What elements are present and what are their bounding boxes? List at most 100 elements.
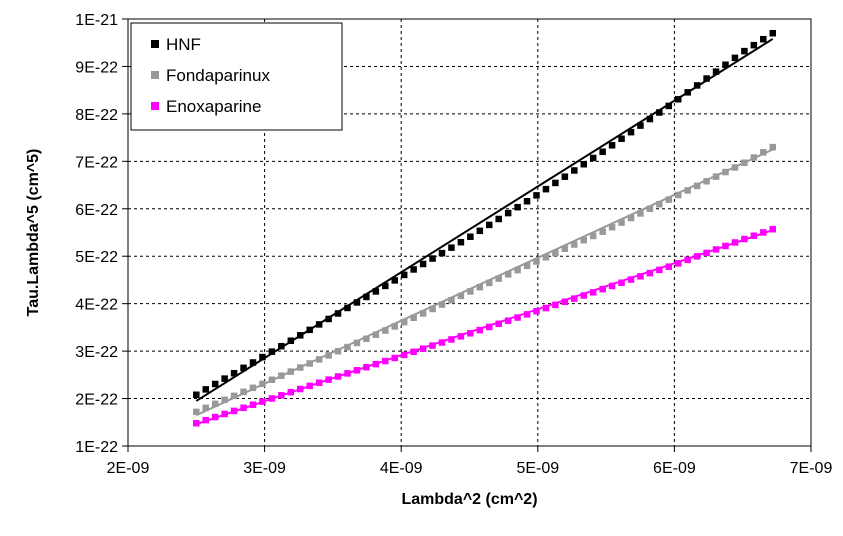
- data-point: [429, 305, 436, 313]
- data-point: [278, 392, 285, 399]
- data-point: [268, 376, 276, 384]
- data-point: [646, 269, 654, 277]
- data-point: [467, 330, 474, 337]
- data-point: [542, 185, 550, 193]
- data-point: [589, 289, 597, 296]
- data-point: [495, 320, 502, 328]
- data-point: [268, 395, 276, 402]
- data-point: [278, 372, 285, 379]
- data-point: [306, 360, 313, 367]
- data-point: [429, 255, 436, 262]
- data-point: [457, 333, 465, 340]
- data-point: [693, 182, 701, 190]
- data-point: [656, 266, 663, 274]
- data-point: [571, 241, 578, 248]
- data-point: [315, 321, 323, 328]
- y-axis-title: Tau.Lambda^5 (cm^5): [25, 149, 42, 317]
- data-point: [769, 143, 777, 151]
- data-point: [353, 339, 361, 347]
- data-point: [514, 314, 521, 321]
- data-point: [476, 227, 484, 235]
- data-point: [741, 159, 748, 167]
- data-point: [750, 154, 758, 161]
- data-point: [429, 342, 436, 349]
- data-point: [561, 245, 569, 253]
- data-point: [372, 360, 380, 368]
- series-fondaparinux: [193, 143, 777, 417]
- x-tick-label: 4E-09: [380, 460, 423, 477]
- data-point: [211, 380, 219, 388]
- y-tick-label: 6E-22: [75, 202, 118, 219]
- data-point: [240, 388, 247, 396]
- data-point: [268, 348, 276, 355]
- data-point: [760, 35, 767, 43]
- data-point: [675, 260, 682, 267]
- data-point: [249, 359, 257, 366]
- data-point: [684, 89, 691, 96]
- data-point: [297, 332, 304, 339]
- data-point: [325, 352, 332, 359]
- data-point: [665, 263, 673, 270]
- data-point: [542, 254, 550, 261]
- data-point: [646, 115, 654, 123]
- data-point: [391, 354, 399, 362]
- data-point: [731, 164, 739, 171]
- data-point: [675, 95, 682, 103]
- data-point: [495, 275, 502, 282]
- data-point: [618, 279, 625, 287]
- data-point: [297, 385, 304, 393]
- data-point: [448, 296, 455, 304]
- data-point: [391, 277, 399, 284]
- data-point: [589, 232, 597, 240]
- data-point: [533, 258, 540, 265]
- data-point: [221, 396, 228, 404]
- x-tick-label: 3E-09: [243, 460, 286, 477]
- data-point: [750, 41, 758, 49]
- data-point: [438, 249, 446, 257]
- data-point: [211, 400, 219, 408]
- data-point: [240, 364, 247, 372]
- data-point: [741, 47, 748, 55]
- x-tick-label: 7E-09: [790, 460, 833, 477]
- data-point: [542, 304, 550, 312]
- data-point: [467, 233, 474, 240]
- data-point: [259, 353, 266, 361]
- data-point: [410, 314, 417, 322]
- data-point: [571, 167, 578, 174]
- data-point: [287, 368, 295, 375]
- data-point: [259, 398, 266, 405]
- data-point: [637, 122, 644, 129]
- data-point: [240, 404, 247, 412]
- x-tick-label: 6E-09: [653, 460, 696, 477]
- y-tick-label: 4E-22: [75, 297, 118, 314]
- data-point: [608, 223, 616, 231]
- series-enoxaparine: [193, 225, 777, 427]
- data-point: [202, 416, 210, 424]
- data-point: [334, 347, 342, 355]
- data-point: [523, 262, 531, 270]
- data-point: [438, 339, 446, 346]
- data-point: [448, 336, 455, 343]
- y-axis-ticks: 1E-22 2E-22 3E-22 4E-22 5E-22 6E-22 7E-22 8E-22…: [75, 12, 128, 456]
- legend-label: HNF: [166, 35, 201, 54]
- data-point: [750, 232, 758, 239]
- data-point: [486, 323, 493, 331]
- data-point: [712, 246, 720, 253]
- data-point: [344, 343, 351, 351]
- data-point: [703, 178, 710, 185]
- data-point: [476, 326, 484, 334]
- data-point: [722, 242, 729, 250]
- data-point: [637, 210, 644, 217]
- data-point: [693, 82, 701, 89]
- y-tick-label: 3E-22: [75, 344, 118, 361]
- data-point: [533, 192, 540, 199]
- data-point: [599, 148, 606, 155]
- data-point: [221, 375, 228, 382]
- data-point: [608, 282, 616, 290]
- legend-marker: [151, 102, 159, 110]
- data-point: [259, 380, 266, 388]
- data-point: [712, 173, 720, 180]
- data-point: [722, 168, 729, 176]
- data-point: [703, 75, 710, 82]
- data-point: [306, 382, 313, 390]
